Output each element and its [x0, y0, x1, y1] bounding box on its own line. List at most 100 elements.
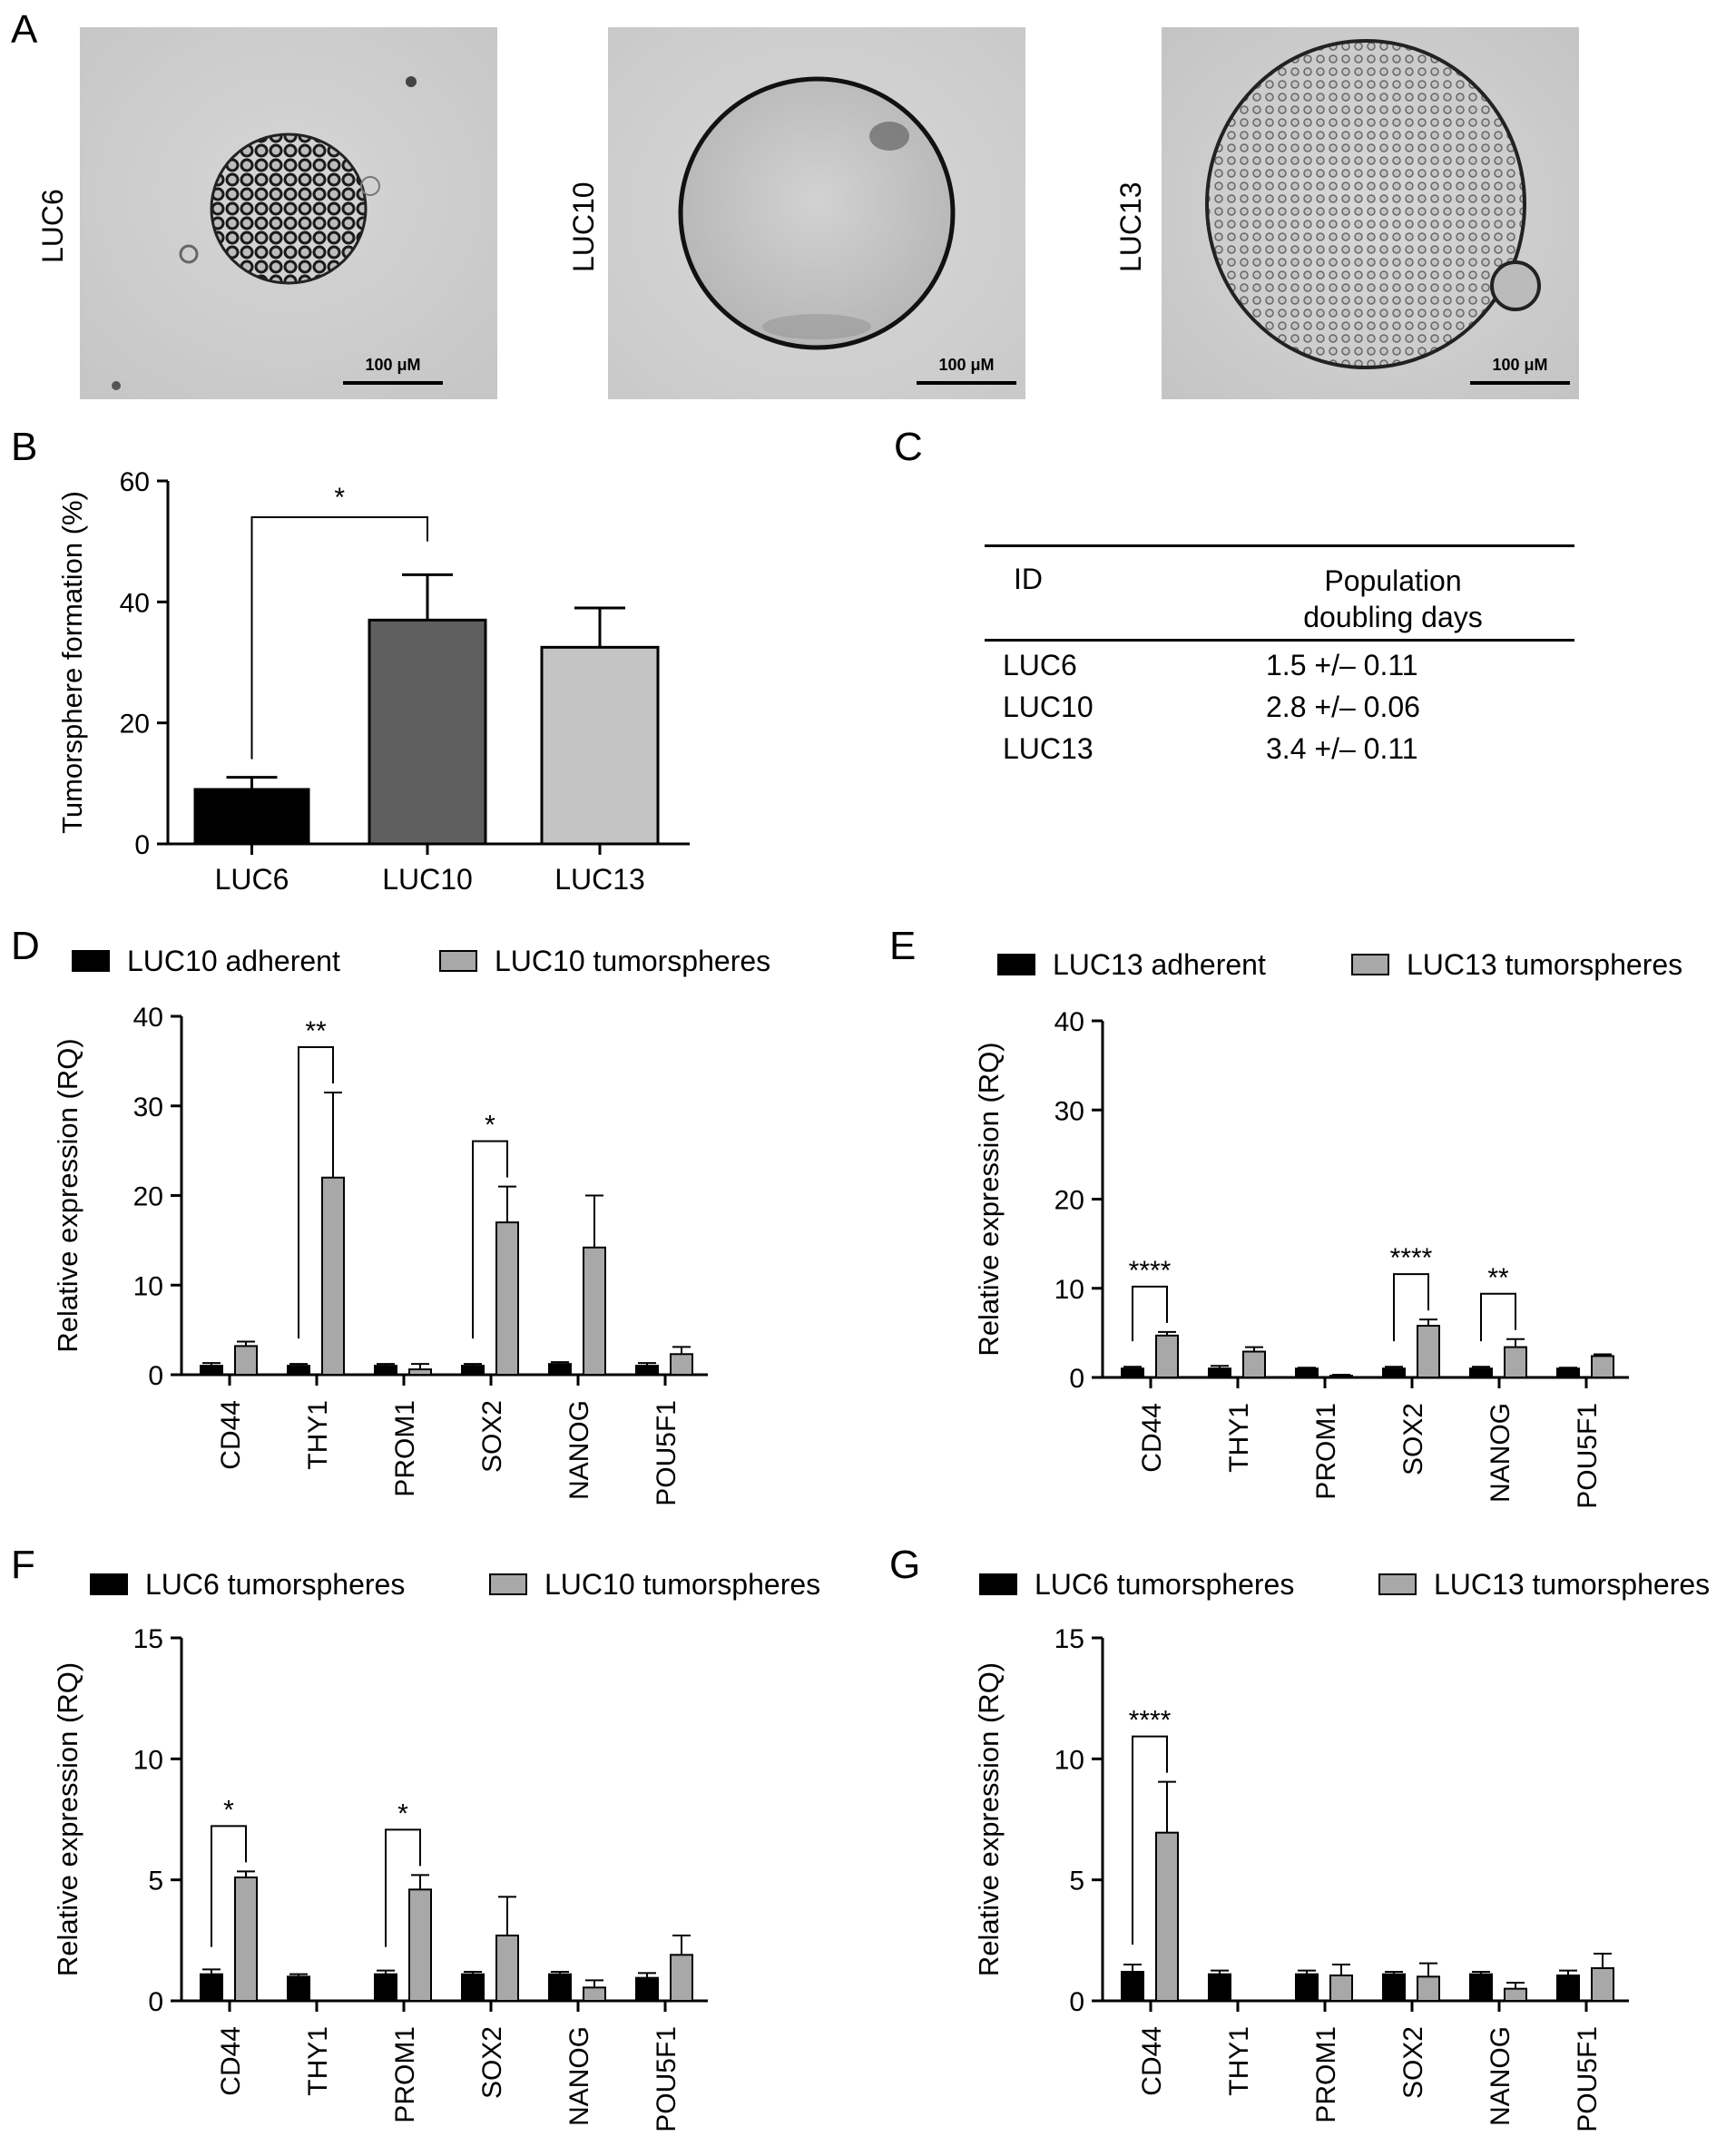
bar — [408, 1368, 432, 1376]
y-tick-label: 10 — [133, 1745, 163, 1775]
bar — [1591, 1355, 1614, 1379]
bar — [495, 1935, 519, 2002]
significance-bracket — [472, 1140, 508, 1339]
x-tick-label: LUC13 — [554, 863, 645, 896]
x-tick-label: POU5F1 — [1573, 2026, 1603, 2132]
y-tick-label: 10 — [1054, 1275, 1084, 1305]
x-tick-label: NANOG — [1486, 2026, 1515, 2126]
x-tick-label: POU5F1 — [652, 2026, 682, 2132]
bar — [200, 1365, 223, 1376]
x-tick-label: NANOG — [564, 1400, 594, 1500]
bar — [374, 1365, 397, 1376]
significance-label: * — [223, 1795, 234, 1825]
bar — [1469, 1367, 1493, 1379]
micrograph-luc10-image: 100 μM — [608, 27, 1025, 399]
x-tick-label: PROM1 — [1311, 2026, 1341, 2123]
bar — [1382, 1973, 1406, 2003]
legend-swatch — [489, 1573, 527, 1595]
x-tick-label: PROM1 — [390, 2026, 420, 2123]
y-tick-label: 20 — [120, 710, 150, 740]
x-tick-label: LUC10 — [382, 863, 473, 896]
significance-label: * — [485, 1111, 495, 1141]
y-tick-label: 15 — [133, 1624, 163, 1654]
bar — [408, 1888, 432, 2002]
x-tick-label: PROM1 — [390, 1400, 420, 1497]
bar — [1329, 1975, 1353, 2002]
panel-letter-a: A — [11, 7, 38, 52]
x-tick-label: THY1 — [303, 2026, 333, 2096]
y-tick-label: 30 — [133, 1093, 163, 1122]
bar — [193, 788, 310, 846]
y-tick-label: 20 — [1054, 1186, 1084, 1216]
y-tick-label: 10 — [133, 1271, 163, 1301]
y-tick-label: 0 — [134, 830, 150, 860]
y-tick-label: 40 — [120, 588, 150, 618]
bar — [548, 1973, 572, 2003]
legend-swatch — [90, 1573, 128, 1595]
bar — [1295, 1973, 1319, 2003]
legend-label: LUC10 tumorspheres — [495, 945, 770, 977]
legend-label: LUC10 adherent — [127, 945, 340, 977]
bar — [635, 1976, 659, 2003]
significance-bracket — [250, 516, 428, 760]
table-header-rule — [985, 639, 1574, 642]
significance-bracket — [1132, 1285, 1168, 1342]
bar — [583, 1986, 606, 2002]
bar — [234, 1345, 258, 1377]
y-tick-label: 10 — [1054, 1745, 1084, 1775]
panel-letter-d: D — [11, 924, 40, 968]
x-tick-label: CD44 — [1137, 2026, 1167, 2096]
bar — [1556, 1367, 1580, 1379]
y-tick-label: 0 — [1069, 1987, 1084, 2017]
y-axis-label: Tumorsphere formation (%) — [56, 491, 88, 834]
panel-letter-g: G — [889, 1543, 921, 1587]
scale-bar-label: 100 μM — [365, 356, 420, 374]
bar — [1208, 1973, 1231, 2003]
panel-letter-e: E — [889, 924, 917, 968]
legend-label: LUC6 tumorspheres — [145, 1568, 405, 1601]
table-header-line1: Population — [1324, 564, 1462, 597]
scale-bar-label: 100 μM — [938, 356, 994, 374]
significance-label: * — [334, 483, 345, 513]
bar — [287, 1975, 310, 2002]
micrograph-luc10: 100 μM — [608, 27, 1025, 399]
bar — [1504, 1346, 1527, 1378]
table-cell-value: 1.5 +/– 0.11 — [1266, 649, 1418, 681]
x-tick-label: CD44 — [216, 1400, 246, 1470]
micrograph-luc13-image: 100 μM — [1162, 27, 1579, 399]
y-tick-label: 60 — [120, 467, 150, 497]
x-tick-label: SOX2 — [1398, 1403, 1428, 1475]
legend-swatch — [439, 950, 477, 972]
legend-label: LUC13 adherent — [1053, 948, 1266, 981]
bar — [1504, 1987, 1527, 2003]
bar — [1417, 1975, 1440, 2002]
y-axis-label: Relative expression (RQ) — [52, 1038, 83, 1352]
legend-label: LUC13 tumorspheres — [1407, 948, 1682, 981]
bar — [670, 1353, 693, 1376]
bar — [548, 1363, 572, 1377]
table-cell-id: LUC13 — [1003, 732, 1094, 765]
y-axis-label: Relative expression (RQ) — [973, 1662, 1005, 1976]
y-tick-label: 15 — [1054, 1624, 1084, 1654]
bar — [1242, 1350, 1266, 1378]
table-row: LUC6 1.5 +/– 0.11 — [1003, 649, 1511, 690]
bar — [1121, 1971, 1144, 2002]
y-tick-label: 0 — [148, 1361, 163, 1391]
x-tick-label: CD44 — [1137, 1403, 1167, 1473]
significance-bracket — [1480, 1292, 1516, 1342]
bar — [321, 1176, 345, 1376]
x-tick-label: POU5F1 — [1573, 1403, 1603, 1509]
x-tick-label: POU5F1 — [652, 1400, 682, 1506]
bar — [495, 1221, 519, 1376]
bar — [1155, 1831, 1179, 2002]
legend-swatch — [1351, 954, 1389, 975]
legend-swatch — [997, 954, 1035, 975]
micrograph-luc6-image: 100 μM — [80, 27, 497, 399]
y-tick-label: 0 — [1069, 1364, 1084, 1394]
bar — [200, 1973, 223, 2003]
bar — [1591, 1967, 1614, 2002]
bar — [583, 1246, 606, 1377]
bar — [461, 1365, 485, 1376]
table-header-id: ID — [1014, 563, 1043, 595]
bar — [1469, 1973, 1493, 2003]
